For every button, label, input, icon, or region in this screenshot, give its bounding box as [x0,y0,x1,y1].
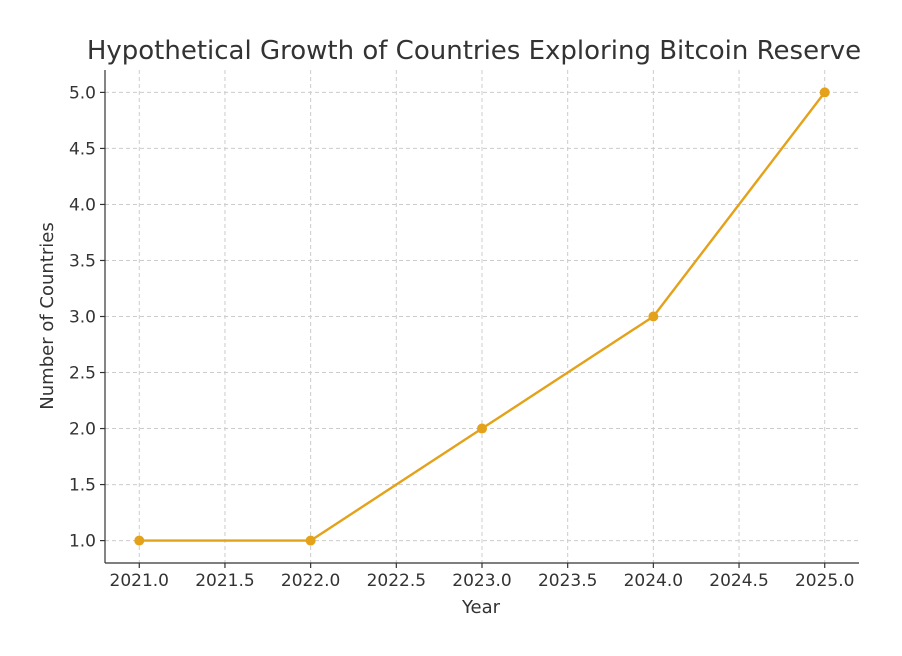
y-tick-label: 4.0 [69,195,96,215]
x-tick-label: 2024.5 [709,571,768,591]
x-tick-label: 2025.0 [795,571,854,591]
x-tick-label: 2024.0 [624,571,683,591]
x-tick-label: 2022.0 [281,571,340,591]
y-tick-label: 3.0 [69,308,96,328]
y-axis-ticks: 1.0 1.5 2.0 2.5 3.0 3.5 4.0 4.5 5.0 [69,83,105,552]
x-tick-label: 2023.5 [538,571,597,591]
y-tick-label: 3.5 [69,251,96,271]
data-point [648,311,659,322]
x-tick-label: 2022.5 [367,571,426,591]
data-point [134,535,145,546]
x-axis-label: Year [461,597,501,618]
data-point [819,87,830,98]
x-tick-label: 2023.0 [452,571,511,591]
series-group [134,87,830,546]
x-axis-ticks: 2021.0 2021.5 2022.0 2022.5 2023.0 2023.5 2024… [110,563,854,591]
y-tick-label: 1.5 [69,476,96,496]
y-tick-label: 5.0 [69,83,96,103]
x-tick-label: 2021.0 [110,571,169,591]
y-tick-label: 1.0 [69,532,96,552]
y-axis-label: Number of Countries [37,222,58,409]
chart-title: Hypothetical Growth of Countries Explori… [87,36,861,66]
y-tick-label: 2.5 [69,364,96,384]
x-tick-label: 2021.5 [195,571,254,591]
grid-lines [105,70,859,563]
data-point [305,535,316,546]
y-tick-label: 4.5 [69,139,96,159]
y-tick-label: 2.0 [69,420,96,440]
data-point [477,423,487,434]
